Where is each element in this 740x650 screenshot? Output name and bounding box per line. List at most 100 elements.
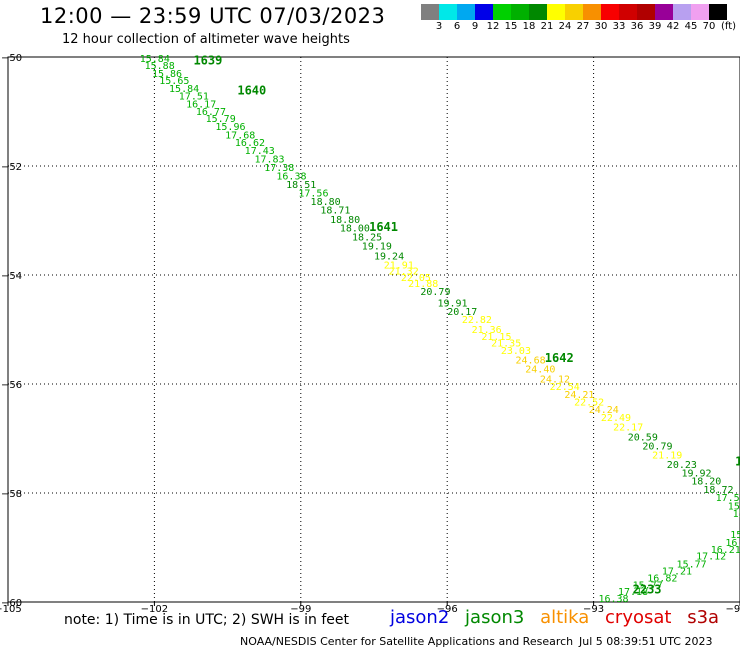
swh-data-label: 18.71 bbox=[320, 206, 350, 217]
swh-data-label: 16.38 bbox=[276, 171, 306, 182]
swh-data-label: 22.49 bbox=[601, 413, 631, 424]
swh-data-label: 22.05 bbox=[401, 273, 431, 284]
timestamp-text: Jul 5 08:39:51 UTC 2023 bbox=[579, 635, 713, 648]
swh-data-label: 21.32 bbox=[389, 267, 419, 278]
x-tick-label: −99 bbox=[290, 604, 311, 615]
color-scale-swatch bbox=[601, 4, 619, 20]
color-scale-swatch bbox=[673, 4, 691, 20]
swh-data-label: 15.65 bbox=[159, 76, 189, 87]
track-number-label: 1641 bbox=[369, 220, 398, 234]
color-scale-swatch bbox=[583, 4, 601, 20]
swh-data-label: 17.38 bbox=[264, 163, 294, 174]
legend-altika: altika bbox=[540, 607, 590, 628]
x-tick-label: −105 bbox=[0, 604, 22, 615]
swh-data-label: 21.15 bbox=[481, 332, 511, 343]
track-number-label: 1642 bbox=[545, 351, 574, 365]
legend-cryosat: cryosat bbox=[605, 607, 672, 628]
swh-data-label: 24.40 bbox=[525, 365, 555, 376]
color-scale-swatch bbox=[493, 4, 511, 20]
color-scale-swatch bbox=[475, 4, 493, 20]
swh-data-label: 17.12 bbox=[696, 552, 726, 563]
color-scale-swatch bbox=[709, 4, 727, 20]
color-scale-label: 39 bbox=[648, 21, 662, 32]
page-subtitle: 12 hour collection of altimeter wave hei… bbox=[62, 32, 350, 47]
swh-data-label: 16.21 bbox=[711, 545, 740, 556]
swh-data-label: 20.23 bbox=[667, 460, 697, 471]
swh-data-label: 24.12 bbox=[540, 375, 570, 386]
legend-jason3: jason3 bbox=[465, 607, 525, 628]
swh-data-label: 22.52 bbox=[574, 397, 604, 408]
swh-data-label: 17.18 bbox=[618, 587, 648, 598]
swh-data-label: 24.21 bbox=[564, 390, 594, 401]
swh-data-label: 17.43 bbox=[245, 146, 275, 157]
color-scale-swatch bbox=[421, 4, 439, 20]
swh-data-label: 17.83 bbox=[254, 154, 284, 165]
swh-data-label: 15 bbox=[730, 530, 740, 541]
y-tick-label: −58 bbox=[1, 489, 22, 500]
color-scale-label: 42 bbox=[666, 21, 680, 32]
track-number-label: 1640 bbox=[237, 84, 266, 98]
swh-data-label: 17.56 bbox=[298, 189, 328, 200]
swh-data-label: 15.79 bbox=[206, 114, 236, 125]
swh-data-label: 24.68 bbox=[516, 355, 546, 366]
swh-data-label: 21.19 bbox=[652, 450, 682, 461]
swh-data-label: 15.84 bbox=[169, 84, 199, 95]
track-number-label: 1639 bbox=[193, 54, 222, 68]
swh-data-label: 22.17 bbox=[613, 423, 643, 434]
swh-data-label: 20.79 bbox=[642, 442, 672, 453]
swh-data-label: 16.77 bbox=[196, 107, 226, 118]
swh-data-label: 21.35 bbox=[491, 339, 521, 350]
color-scale-label: 33 bbox=[612, 21, 626, 32]
swh-data-label: 15.5 bbox=[728, 502, 740, 513]
y-tick-label: −54 bbox=[1, 271, 22, 282]
page-title: 12:00 — 23:59 UTC 07/03/2023 bbox=[40, 4, 386, 28]
swh-data-label: 15.88 bbox=[145, 61, 175, 72]
y-tick-label: −60 bbox=[1, 598, 22, 609]
swh-data-label: 19.92 bbox=[681, 468, 711, 479]
legend-s3a: s3a bbox=[687, 607, 720, 628]
color-scale-swatch bbox=[457, 4, 475, 20]
color-scale-swatch bbox=[691, 4, 709, 20]
color-scale-swatch bbox=[637, 4, 655, 20]
color-scale-swatch bbox=[565, 4, 583, 20]
color-scale-swatch bbox=[655, 4, 673, 20]
swh-data-label: 15.77 bbox=[677, 559, 707, 570]
swh-data-label: 20.79 bbox=[420, 287, 450, 298]
color-scale-swatch bbox=[511, 4, 529, 20]
swh-data-label: 16.62 bbox=[235, 138, 265, 149]
swh-data-label: 18.20 bbox=[691, 476, 721, 487]
swh-data-label: 15.86 bbox=[152, 69, 182, 80]
swh-data-label: 15.77 bbox=[633, 581, 663, 592]
credit-text: NOAA/NESDIS Center for Satellite Applica… bbox=[240, 635, 574, 648]
track-number-label: 16 bbox=[735, 454, 740, 468]
swh-data-label: 23.03 bbox=[501, 346, 531, 357]
color-scale-label: 45 bbox=[684, 21, 698, 32]
track-number-label: 2233 bbox=[633, 582, 662, 596]
color-scale-label: 9 bbox=[471, 21, 479, 32]
swh-data-label: 21.91 bbox=[384, 261, 414, 272]
legend-jason2: jason2 bbox=[390, 607, 450, 628]
swh-data-label: 15.96 bbox=[215, 122, 245, 133]
swh-data-label: 17.51 bbox=[179, 92, 209, 103]
swh-data-label: 16.38 bbox=[598, 594, 628, 605]
color-scale-label: 15 bbox=[504, 21, 518, 32]
swh-data-label: 15.84 bbox=[140, 54, 170, 65]
swh-data-label: 16.22 bbox=[725, 538, 740, 549]
color-scale-swatch bbox=[547, 4, 565, 20]
color-scale-label: 36 bbox=[630, 21, 644, 32]
swh-data-label: 24.24 bbox=[589, 405, 619, 416]
y-tick-label: −52 bbox=[1, 162, 22, 173]
color-scale-label: 18 bbox=[522, 21, 536, 32]
color-scale-label: 21 bbox=[540, 21, 554, 32]
swh-data-label: 22.82 bbox=[462, 315, 492, 326]
swh-data-label: 15 bbox=[733, 509, 740, 520]
footer: NOAA/NESDIS Center for Satellite Applica… bbox=[240, 635, 712, 648]
swh-data-label: 20.59 bbox=[628, 432, 658, 443]
swh-data-label: 21.36 bbox=[472, 325, 502, 336]
swh-data-label: 18.00 bbox=[340, 224, 370, 235]
color-scale-swatch bbox=[619, 4, 637, 20]
plot-frame bbox=[7, 56, 740, 603]
swh-data-label: 16.82 bbox=[647, 573, 677, 584]
x-tick-label: −96 bbox=[437, 604, 458, 615]
color-scale-swatch bbox=[439, 4, 457, 20]
